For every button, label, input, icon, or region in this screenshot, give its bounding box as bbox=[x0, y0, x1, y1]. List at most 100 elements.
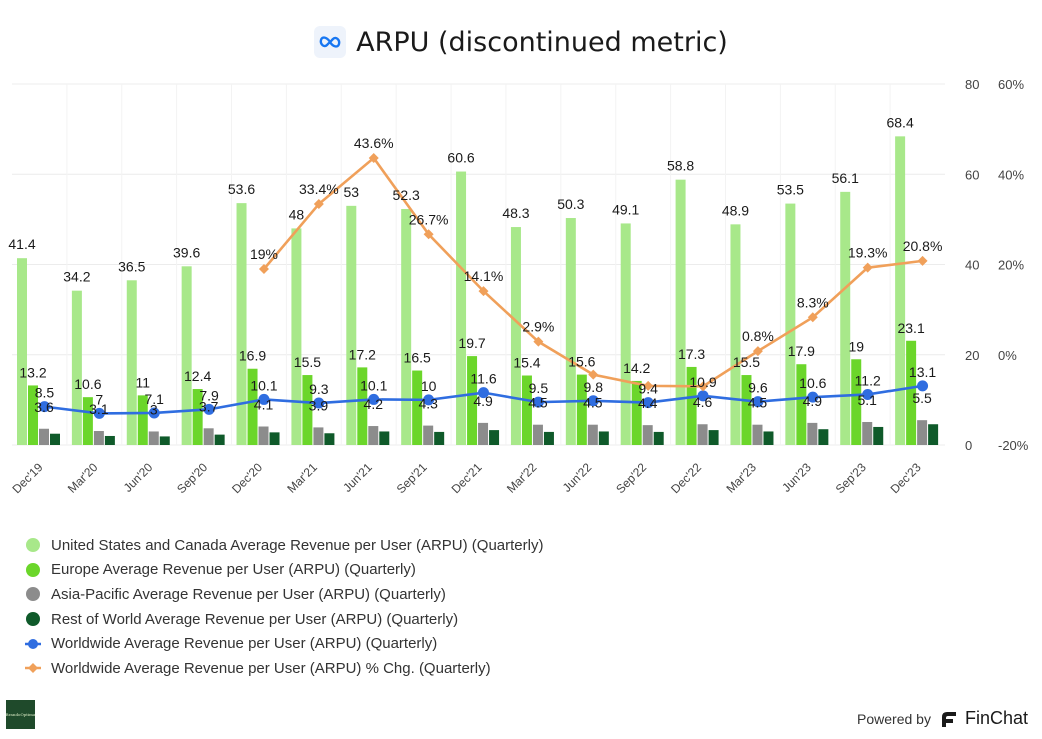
bar-label-0-14: 53.5 bbox=[777, 182, 804, 198]
x-tick-label: Sep'22 bbox=[613, 460, 649, 496]
y-left-tick-label: 20 bbox=[965, 348, 979, 363]
line-label-4-12: 10.9 bbox=[689, 374, 716, 390]
line-marker-5-15 bbox=[862, 262, 873, 273]
bar-label-2-11: 4.4 bbox=[638, 395, 658, 411]
bar-label-0-5: 48 bbox=[289, 206, 305, 222]
legend-item: Asia-Pacific Average Revenue per User (A… bbox=[25, 582, 543, 607]
bar-2-2 bbox=[148, 431, 159, 445]
y-left-tick-label: 40 bbox=[965, 258, 979, 273]
chart-header: ARPU (discontinued metric) bbox=[0, 20, 1042, 64]
legend-swatch bbox=[26, 612, 40, 627]
line-marker-5-9 bbox=[533, 336, 544, 347]
line-marker-5-11 bbox=[643, 380, 654, 391]
finchat-brand-name: FinChat bbox=[964, 708, 1028, 728]
bar-3-2 bbox=[159, 436, 170, 445]
bar-label-1-3: 12.4 bbox=[184, 368, 211, 384]
bar-1-8 bbox=[467, 356, 478, 445]
x-tick-label: Mar'21 bbox=[284, 460, 320, 496]
bar-label-0-11: 49.1 bbox=[612, 201, 639, 217]
brand-badge-logo: BrandoOptima bbox=[6, 700, 35, 729]
bar-0-1 bbox=[71, 290, 82, 445]
bar-label-1-16: 23.1 bbox=[897, 320, 924, 336]
bar-label-2-3: 3.7 bbox=[199, 398, 219, 414]
x-tick-label: Dec'19 bbox=[10, 460, 46, 496]
line-label-5-5: 33.4% bbox=[299, 181, 339, 197]
line-marker-5-4 bbox=[258, 264, 269, 275]
y-right-tick-label: 0% bbox=[998, 348, 1017, 363]
bar-label-1-6: 17.2 bbox=[349, 346, 376, 362]
legend-swatch bbox=[26, 538, 40, 553]
bar-series bbox=[17, 136, 939, 446]
x-tick-label: Sep'21 bbox=[394, 460, 430, 496]
bar-label-1-0: 13.2 bbox=[19, 364, 46, 380]
x-tick-label: Sep'23 bbox=[833, 460, 869, 496]
bar-label-0-1: 34.2 bbox=[63, 269, 90, 285]
line-marker-4-0 bbox=[38, 401, 50, 413]
legend-swatch-marker bbox=[28, 663, 38, 674]
bar-1-9 bbox=[521, 375, 532, 445]
bar-0-13 bbox=[730, 224, 741, 445]
line-label-4-5: 9.3 bbox=[309, 381, 329, 397]
legend-item: United States and Canada Average Revenue… bbox=[25, 533, 543, 558]
line-label-4-0: 8.5 bbox=[35, 385, 55, 401]
bar-3-5 bbox=[324, 433, 335, 445]
bar-2-1 bbox=[93, 431, 104, 445]
line-marker-4-2 bbox=[148, 407, 160, 419]
line-label-4-3: 7.9 bbox=[199, 387, 219, 403]
bar-3-12 bbox=[708, 430, 719, 445]
line-label-5-8: 14.1% bbox=[464, 268, 504, 284]
legend-item: Worldwide Average Revenue per User (ARPU… bbox=[25, 631, 543, 656]
x-tick-label: Jun'20 bbox=[121, 460, 156, 495]
bar-label-2-16: 5.5 bbox=[912, 390, 932, 406]
bar-2-15 bbox=[862, 421, 873, 445]
legend-swatch-dot bbox=[26, 587, 40, 602]
bar-label-2-1: 3.1 bbox=[89, 401, 109, 417]
x-tick-label: Dec'22 bbox=[668, 460, 704, 496]
line-marker-5-7 bbox=[423, 229, 434, 240]
legend-item: Rest of World Average Revenue per User (… bbox=[25, 607, 543, 632]
bar-label-1-9: 15.4 bbox=[513, 355, 540, 371]
bar-1-15 bbox=[851, 359, 862, 445]
line-marker-4-1 bbox=[93, 407, 105, 419]
bar-label-1-13: 15.5 bbox=[733, 354, 760, 370]
line-label-4-13: 9.6 bbox=[748, 380, 768, 396]
legend-swatch bbox=[25, 638, 41, 649]
line-marker-5-12 bbox=[698, 381, 709, 392]
line-marker-4-14 bbox=[807, 391, 819, 403]
line-label-4-14: 10.6 bbox=[799, 375, 826, 391]
line-label-4-9: 9.5 bbox=[529, 380, 549, 396]
bar-0-6 bbox=[346, 205, 357, 445]
line-marker-5-6 bbox=[368, 153, 379, 164]
bar-1-0 bbox=[28, 385, 38, 445]
y-right-tick-label: 60% bbox=[998, 77, 1024, 92]
bar-label-1-1: 10.6 bbox=[74, 376, 101, 392]
line-label-4-7: 10 bbox=[421, 378, 437, 394]
bar-label-2-8: 4.9 bbox=[473, 393, 493, 409]
powered-by-text: Powered by bbox=[857, 710, 931, 727]
bar-0-5 bbox=[291, 228, 302, 445]
line-marker-4-15 bbox=[862, 388, 874, 400]
line-marker-5-5 bbox=[313, 199, 324, 210]
line-marker-4-9 bbox=[532, 396, 544, 408]
line-label-5-14: 8.3% bbox=[797, 294, 829, 310]
bar-label-2-5: 3.9 bbox=[309, 397, 329, 413]
bar-2-4 bbox=[258, 426, 269, 445]
bar-label-1-7: 16.5 bbox=[404, 350, 431, 366]
finchat-logo-icon bbox=[941, 711, 956, 727]
bar-label-0-15: 56.1 bbox=[832, 170, 859, 186]
line-marker-4-3 bbox=[203, 403, 215, 415]
bar-2-16 bbox=[917, 420, 928, 445]
bar-label-1-12: 17.3 bbox=[678, 346, 705, 362]
line-marker-4-11 bbox=[642, 397, 654, 409]
bar-label-1-15: 19 bbox=[848, 338, 864, 354]
bar-1-1 bbox=[82, 397, 93, 445]
bar-1-7 bbox=[412, 370, 423, 445]
y-left-tick-label: 60 bbox=[965, 167, 979, 182]
data-labels: 41.4 13.2 3.6 34.2 10.6 3.1 36.5 113 39.6 12.4 3.7… bbox=[8, 114, 942, 417]
chart-legend: United States and Canada Average Revenue… bbox=[25, 533, 543, 681]
bar-label-2-2: 3 bbox=[150, 401, 158, 417]
line-marker-4-4 bbox=[258, 393, 270, 405]
legend-item: Worldwide Average Revenue per User (ARPU… bbox=[25, 656, 543, 681]
bar-0-0 bbox=[17, 258, 27, 445]
bar-1-14 bbox=[796, 364, 807, 445]
